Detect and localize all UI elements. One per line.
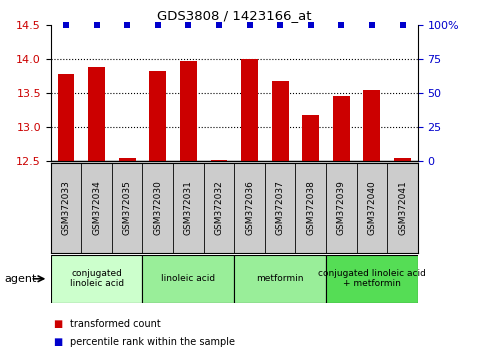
Bar (326, 255, 418, 303)
Text: GSM372036: GSM372036 (245, 181, 254, 235)
Bar (149, 71, 166, 161)
Bar (241, 59, 258, 161)
Text: GSM372040: GSM372040 (368, 181, 376, 235)
Bar (302, 115, 319, 161)
Bar (211, 160, 227, 161)
Bar (394, 158, 411, 161)
Bar (364, 90, 380, 161)
Text: GSM372041: GSM372041 (398, 181, 407, 235)
Bar (57, 74, 74, 161)
Text: ■: ■ (53, 337, 62, 347)
Bar (234, 255, 326, 303)
Text: GSM372033: GSM372033 (61, 181, 71, 235)
Text: GSM372032: GSM372032 (214, 181, 224, 235)
Text: GSM372034: GSM372034 (92, 181, 101, 235)
Bar (51, 255, 142, 303)
Title: GDS3808 / 1423166_at: GDS3808 / 1423166_at (157, 9, 312, 22)
Text: conjugated
linoleic acid: conjugated linoleic acid (70, 269, 124, 289)
Bar (142, 255, 234, 303)
Text: conjugated linoleic acid
+ metformin: conjugated linoleic acid + metformin (318, 269, 426, 289)
Text: GSM372030: GSM372030 (153, 181, 162, 235)
Text: agent: agent (5, 274, 37, 284)
Text: metformin: metformin (256, 274, 304, 283)
Text: GSM372037: GSM372037 (276, 181, 284, 235)
Bar (180, 61, 197, 161)
Text: percentile rank within the sample: percentile rank within the sample (70, 337, 235, 347)
Text: GSM372031: GSM372031 (184, 181, 193, 235)
Text: GSM372038: GSM372038 (306, 181, 315, 235)
Bar (88, 67, 105, 161)
Bar (333, 96, 350, 161)
Bar (119, 158, 136, 161)
Text: ■: ■ (53, 319, 62, 329)
Text: linoleic acid: linoleic acid (161, 274, 215, 283)
Bar (272, 81, 288, 161)
Text: GSM372035: GSM372035 (123, 181, 132, 235)
Text: GSM372039: GSM372039 (337, 181, 346, 235)
Text: transformed count: transformed count (70, 319, 161, 329)
